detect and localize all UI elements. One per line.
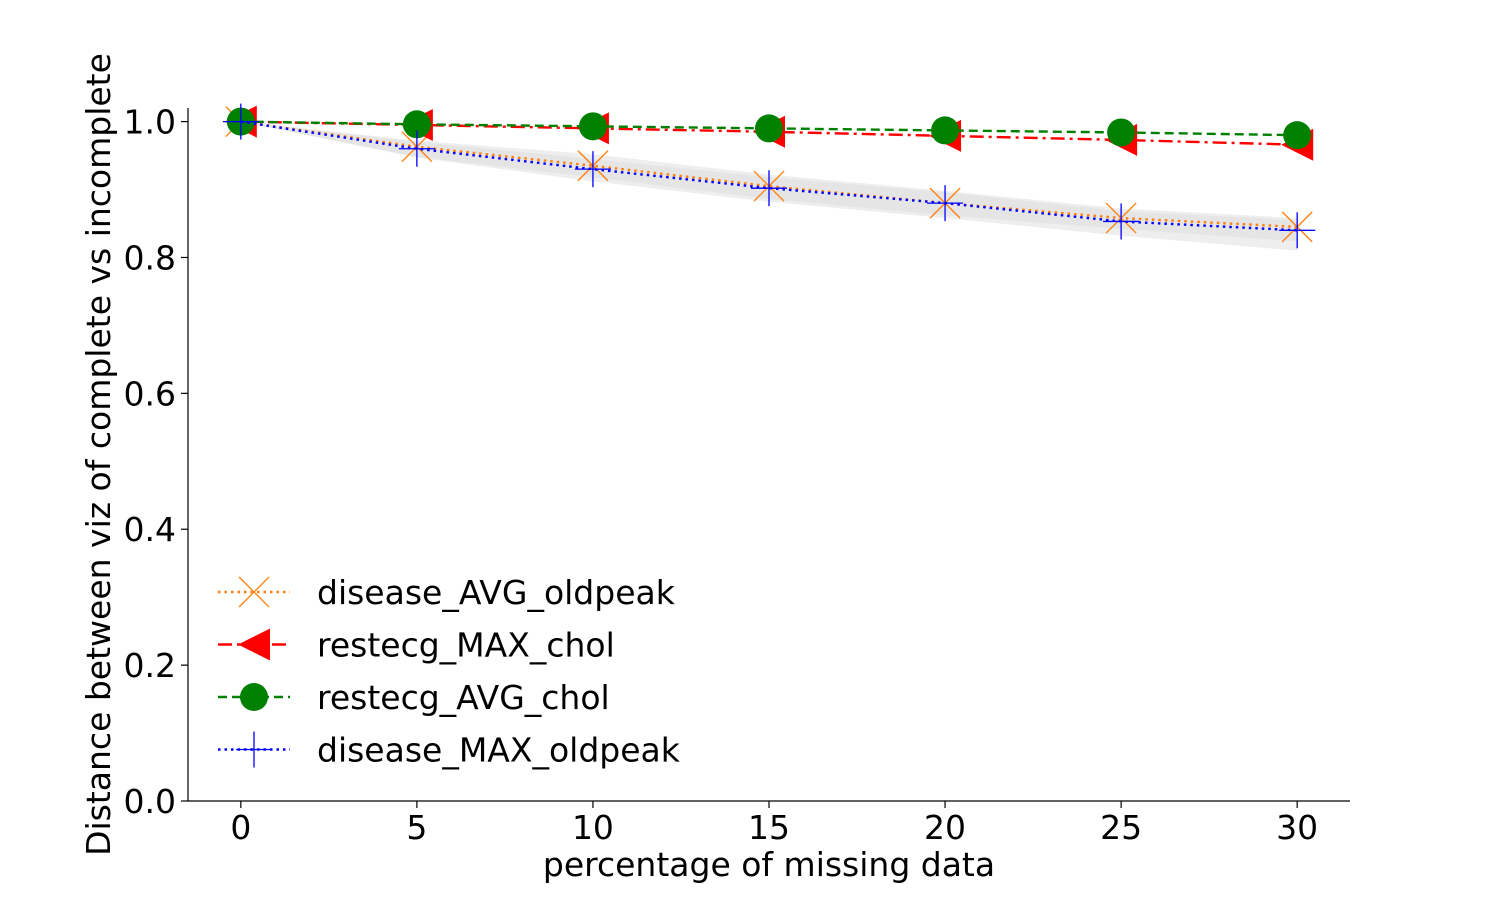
data-point-2-6 (1283, 121, 1312, 150)
data-point-3-3 (751, 170, 787, 207)
x-tick-label: 25 (1100, 808, 1142, 847)
data-point-2-3 (755, 114, 783, 143)
data-point-2-2 (578, 112, 607, 141)
y-axis-label: Distance between viz of complete vs inco… (79, 53, 118, 856)
x-tick-label: 30 (1276, 808, 1318, 847)
data-point-2-4 (931, 116, 960, 145)
legend-label-1: restecg_MAX_chol (317, 626, 615, 665)
y-tick-label: 0.0 (124, 782, 176, 821)
y-tick-label: 0.4 (124, 510, 176, 549)
legend-label-3: disease_MAX_oldpeak (317, 731, 681, 770)
legend-marker-3 (236, 731, 272, 768)
x-tick-label: 5 (406, 808, 427, 847)
y-tick-label: 0.2 (124, 646, 176, 685)
legend-label-2: restecg_AVG_chol (317, 678, 610, 717)
x-ticks: 0 5 10 15 20 25 30 (230, 801, 1318, 847)
x-tick-label: 15 (748, 808, 790, 847)
legend-marker-1 (238, 628, 270, 661)
data-point-3-2 (574, 151, 611, 188)
legend-marker-0 (238, 576, 270, 608)
x-tick-label: 0 (230, 808, 251, 847)
data-point-3-1 (398, 130, 435, 167)
legend-label-0: disease_AVG_oldpeak (317, 573, 676, 612)
y-ticks: 0.0 0.2 0.4 0.6 0.8 1.0 (124, 103, 188, 821)
series-2 (226, 107, 1312, 150)
legend-marker-2 (240, 683, 268, 711)
x-axis-label: percentage of missing data (543, 845, 995, 884)
series-lines (222, 103, 1316, 249)
legend-item-3: disease_MAX_oldpeak (218, 731, 681, 770)
data-point-3-0 (222, 103, 259, 140)
y-tick-label: 0.8 (124, 238, 176, 277)
legend: disease_AVG_oldpeak restecg_MAX_cholreste… (218, 573, 681, 770)
axes: 0 5 10 15 20 25 30 0.0 0.2 0.4 0.6 0.8 1.0 percenta… (79, 53, 1350, 884)
data-point-3-4 (927, 185, 964, 222)
legend-item-0: disease_AVG_oldpeak (218, 573, 676, 612)
legend-item-2: restecg_AVG_chol (218, 678, 610, 717)
series-3 (222, 103, 1316, 249)
data-point-2-5 (1107, 118, 1136, 147)
data-point-3-6 (1279, 212, 1316, 249)
x-tick-label: 10 (572, 808, 614, 847)
x-tick-label: 20 (924, 808, 966, 847)
data-point-2-1 (402, 110, 431, 139)
data-point-3-5 (1103, 203, 1140, 240)
y-tick-label: 1.0 (124, 103, 176, 142)
legend-item-1: restecg_MAX_chol (218, 626, 615, 665)
y-tick-label: 0.6 (124, 374, 176, 413)
